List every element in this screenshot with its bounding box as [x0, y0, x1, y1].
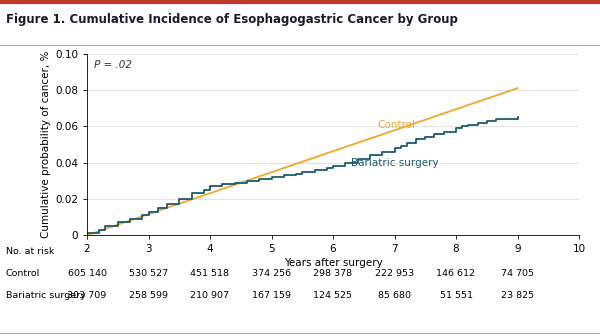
- Text: 258 599: 258 599: [129, 291, 168, 300]
- Text: 530 527: 530 527: [129, 269, 168, 278]
- Text: 124 525: 124 525: [313, 291, 352, 300]
- Text: 303 709: 303 709: [67, 291, 107, 300]
- Text: Control: Control: [6, 269, 40, 278]
- Text: 210 907: 210 907: [191, 291, 229, 300]
- Text: P = .02: P = .02: [94, 60, 133, 70]
- Text: 451 518: 451 518: [191, 269, 229, 278]
- Text: No. at risk: No. at risk: [6, 247, 55, 256]
- Text: 23 825: 23 825: [501, 291, 534, 300]
- Text: Bariatric surgery: Bariatric surgery: [6, 291, 86, 300]
- X-axis label: Years after surgery: Years after surgery: [284, 258, 382, 268]
- Text: Figure 1. Cumulative Incidence of Esophagogastric Cancer by Group: Figure 1. Cumulative Incidence of Esopha…: [6, 13, 458, 27]
- Text: Bariatric surgery: Bariatric surgery: [352, 158, 439, 168]
- Text: 374 256: 374 256: [252, 269, 291, 278]
- Text: Control: Control: [377, 120, 415, 130]
- Text: 298 378: 298 378: [313, 269, 353, 278]
- Text: 167 159: 167 159: [252, 291, 291, 300]
- Text: 51 551: 51 551: [439, 291, 473, 300]
- Y-axis label: Cumulative probability of cancer, %: Cumulative probability of cancer, %: [41, 51, 51, 238]
- Text: 222 953: 222 953: [375, 269, 414, 278]
- Text: 85 680: 85 680: [378, 291, 411, 300]
- Text: 605 140: 605 140: [67, 269, 107, 278]
- Text: 74 705: 74 705: [501, 269, 534, 278]
- Text: 146 612: 146 612: [437, 269, 476, 278]
